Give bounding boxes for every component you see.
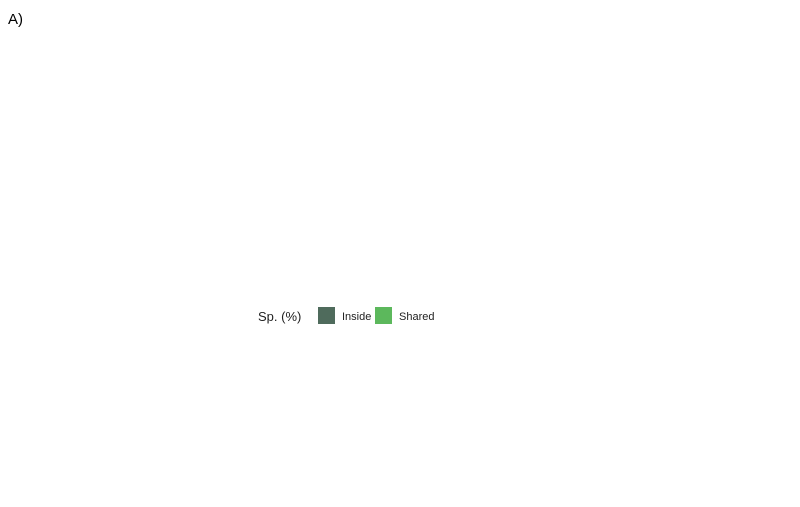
legend: Sp. (%) Inside Shared bbox=[258, 307, 434, 324]
legend-inside: Inside bbox=[342, 311, 371, 323]
legend-swatch-inside bbox=[318, 307, 335, 324]
panel-a: A) Sp. (%) Inside Shared bbox=[8, 11, 434, 324]
legend-shared: Shared bbox=[399, 311, 434, 323]
panel-a-label: A) bbox=[8, 11, 23, 28]
legend-title: Sp. (%) bbox=[258, 309, 301, 324]
legend-swatch-shared bbox=[375, 307, 392, 324]
